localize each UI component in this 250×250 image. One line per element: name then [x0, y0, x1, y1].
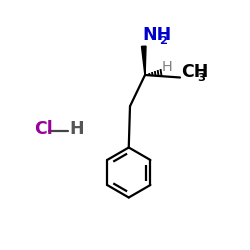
- Text: Cl: Cl: [34, 120, 52, 138]
- Text: H: H: [162, 60, 173, 74]
- Text: NH: NH: [142, 26, 172, 44]
- Text: 2: 2: [159, 36, 167, 46]
- Text: H: H: [69, 120, 84, 138]
- Text: 3: 3: [197, 73, 205, 83]
- Polygon shape: [142, 46, 146, 75]
- Text: CH: CH: [181, 63, 208, 81]
